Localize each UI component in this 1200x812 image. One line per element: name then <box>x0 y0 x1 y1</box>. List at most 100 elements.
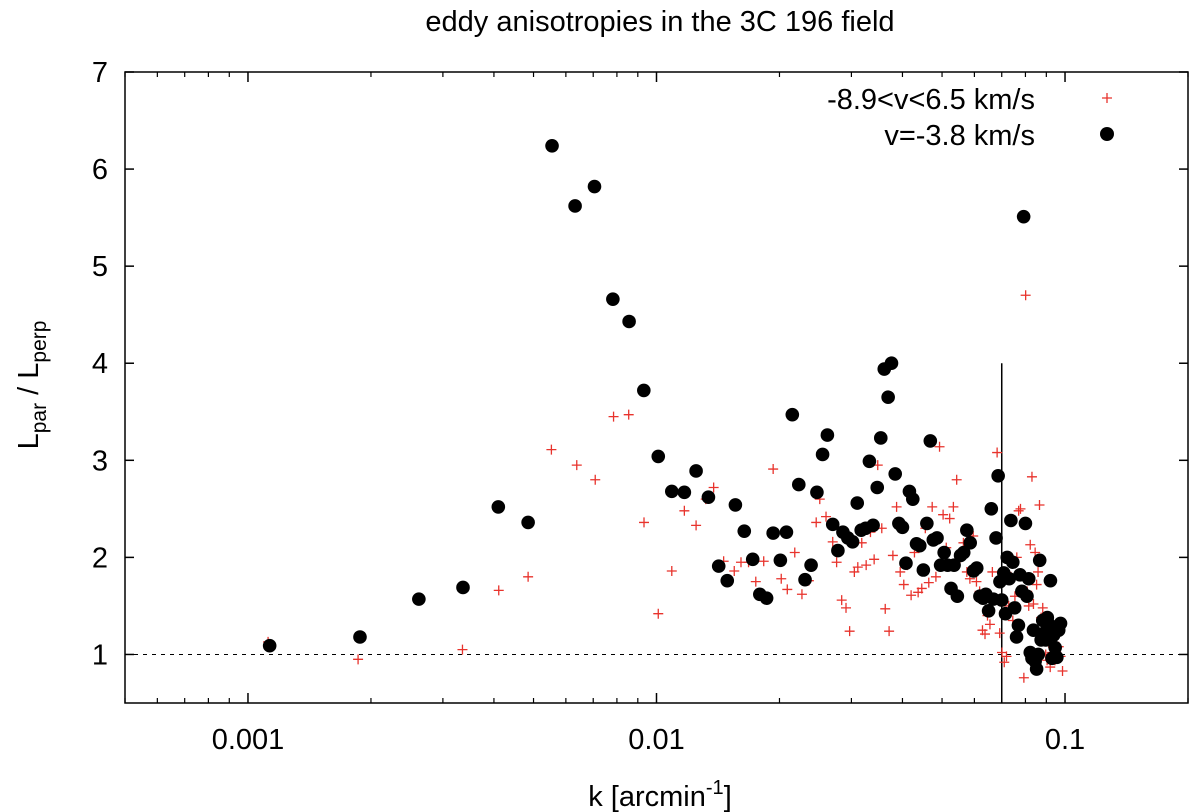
data-point-circle <box>845 535 860 549</box>
data-point-circle <box>866 518 880 533</box>
legend-plus-glyph <box>1102 93 1112 103</box>
data-point-circle <box>728 498 743 512</box>
data-point-circle <box>353 630 367 644</box>
data-point-circle <box>773 553 788 568</box>
data-point-plus <box>827 536 838 547</box>
data-point-circle <box>1007 601 1022 615</box>
data-point-circle <box>412 592 426 606</box>
data-point-plus <box>493 585 504 596</box>
data-point-circle <box>587 179 602 194</box>
data-point-circle <box>1043 573 1058 588</box>
data-point-plus <box>938 509 949 520</box>
data-point-circle <box>899 556 913 571</box>
data-point-plus <box>999 657 1010 668</box>
data-point-circle <box>677 485 692 500</box>
legend-marker-circle <box>1100 127 1114 141</box>
data-point-plus <box>994 628 1005 639</box>
y-axis-label-sub2: perp <box>28 321 51 363</box>
data-point-plus <box>895 566 906 577</box>
data-point-circle <box>1031 647 1046 662</box>
data-point-plus <box>934 441 945 452</box>
data-point-circle <box>950 589 965 604</box>
x-axis-label-end: ] <box>724 781 732 812</box>
data-point-circle <box>984 502 999 516</box>
x-axis-label-sup: -1 <box>706 777 724 799</box>
data-point-circle <box>791 477 806 492</box>
data-point-circle <box>651 449 666 464</box>
data-point-plus <box>457 644 468 655</box>
data-point-plus <box>353 654 364 665</box>
y-tick-label: 2 <box>92 542 108 574</box>
data-point-circle <box>737 524 752 538</box>
data-point-plus <box>906 590 917 601</box>
data-point-circle <box>831 543 845 558</box>
data-point-circle <box>779 525 794 539</box>
data-point-circle <box>920 516 934 531</box>
data-point-circle <box>262 638 277 653</box>
x-axis-label-base: k [arcmin <box>588 781 706 812</box>
data-point-plus <box>639 517 650 528</box>
data-point-circle <box>810 485 824 500</box>
y-axis-label-prefix: L <box>13 433 45 449</box>
data-point-circle <box>923 434 938 448</box>
data-point-plus <box>758 556 769 567</box>
data-point-circle <box>456 580 470 595</box>
data-point-plus <box>831 557 842 568</box>
data-point-circle <box>905 492 920 506</box>
data-point-circle <box>850 496 865 510</box>
data-point-plus <box>653 608 664 619</box>
data-point-plus <box>768 464 779 475</box>
y-axis-label-mid: / L <box>13 363 45 403</box>
data-point-circle <box>1026 623 1041 637</box>
data-point-circle <box>785 407 800 422</box>
data-point-circle <box>1053 616 1068 631</box>
legend: -8.9<v<6.5 km/s v=-3.8 km/s <box>827 84 1114 152</box>
legend-marker-plus <box>1102 93 1112 103</box>
data-point-plus <box>708 482 719 493</box>
data-point-circle <box>888 467 903 481</box>
data-point-circle <box>1029 662 1044 676</box>
data-point-plus <box>1018 672 1029 683</box>
data-point-plus <box>980 629 991 640</box>
data-point-circle <box>804 558 818 572</box>
data-point-circle <box>815 447 830 462</box>
x-tick-label: 0.001 <box>212 724 285 756</box>
data-point-plus <box>1034 499 1045 510</box>
data-point-plus <box>750 576 761 587</box>
data-point-plus <box>944 513 955 524</box>
data-point-circle <box>820 428 835 442</box>
data-point-plus <box>880 603 891 614</box>
data-point-circle <box>994 593 1009 607</box>
data-point-circle <box>711 559 726 573</box>
y-tick-label: 6 <box>92 154 108 186</box>
data-point-plus <box>1013 505 1024 516</box>
y-tick-label: 3 <box>92 445 108 477</box>
y-axis-label-sub1: par <box>28 403 51 433</box>
data-point-plus <box>884 626 895 637</box>
data-point-circle <box>947 558 961 572</box>
data-point-plus <box>523 571 534 582</box>
data-point-plus <box>821 511 832 522</box>
data-point-plus <box>971 576 982 587</box>
y-tick-label: 5 <box>92 251 108 283</box>
series-black-circle <box>262 138 1068 676</box>
data-point-plus <box>927 501 938 512</box>
data-point-circle <box>701 490 716 504</box>
x-axis-label: k [arcmin-1] <box>588 777 732 812</box>
data-point-plus <box>1001 651 1012 662</box>
data-point-plus <box>679 505 690 516</box>
data-point-plus <box>1031 579 1042 590</box>
data-point-circle <box>637 383 651 398</box>
data-point-plus <box>782 584 793 595</box>
data-point-plus <box>930 571 941 582</box>
data-point-plus <box>729 565 740 576</box>
data-point-plus <box>1057 665 1068 676</box>
x-tick-label: 0.1 <box>1045 724 1085 756</box>
data-point-circle <box>545 138 559 153</box>
data-point-circle <box>912 538 927 553</box>
data-point-circle <box>963 536 978 550</box>
data-point-circle <box>989 531 1003 545</box>
data-point-plus <box>1028 598 1039 609</box>
data-point-circle <box>1011 618 1026 633</box>
